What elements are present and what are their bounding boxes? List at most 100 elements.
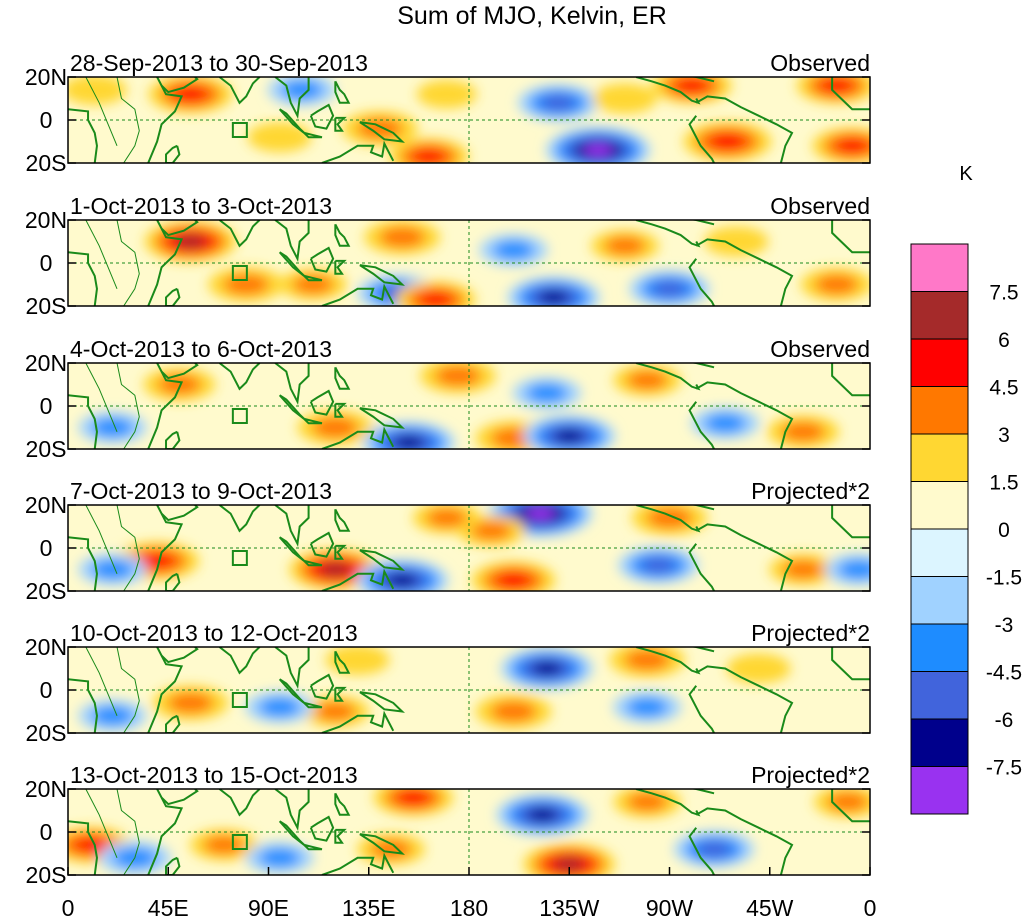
anomaly-contour [584, 143, 613, 157]
panel-6: 20N 0 20S 13-Oct-2013 to 15-Oct-2013 Project… [25, 762, 871, 888]
colorbar-tick-label: -1.5 [986, 567, 1022, 590]
colorbar-swatch [910, 291, 969, 340]
panel-label: Observed [770, 193, 870, 219]
y-tick-label: 20S [26, 862, 67, 888]
anomaly-contour [247, 122, 312, 153]
anomaly-contour [416, 80, 477, 109]
panel-label: Projected*2 [751, 478, 870, 504]
y-tick-label: 20S [26, 720, 67, 746]
coastlines [68, 77, 870, 163]
colorbar-swatch [910, 766, 969, 815]
colorbar-unit-label: K [959, 163, 973, 185]
y-tick-label: 0 [40, 393, 53, 419]
anomaly-contour [838, 560, 870, 579]
anomaly-contour [92, 560, 133, 579]
y-tick-label: 20N [25, 492, 67, 518]
anomaly-contour [726, 653, 791, 684]
colorbar-swatch [910, 243, 969, 292]
anomaly-contour [320, 562, 351, 577]
anomaly-contour [259, 848, 301, 868]
y-tick-label: 0 [40, 107, 53, 133]
reference-box [231, 692, 248, 708]
x-tick-label: 45W [746, 895, 794, 921]
anomaly-contour [490, 701, 537, 722]
anomaly-contour [68, 77, 127, 105]
colorbar-swatch [910, 671, 969, 720]
anomaly-contour [626, 370, 668, 390]
panel-date-range: 1-Oct-2013 to 3-Oct-2013 [70, 193, 332, 219]
x-tick-label: 0 [864, 895, 877, 921]
anomaly-contour [312, 417, 359, 438]
anomaly-contour [292, 275, 334, 294]
colorbar-swatch [910, 481, 969, 530]
anomaly-contour [624, 649, 671, 671]
anomaly-contour [435, 365, 481, 387]
x-tick-label: 180 [450, 895, 488, 921]
anomaly-contour [92, 418, 133, 437]
panel-label: Projected*2 [751, 762, 870, 788]
anomaly-contour [73, 837, 108, 853]
anomaly-contour [495, 572, 532, 589]
anomaly-contour [493, 240, 534, 260]
colorbar-tick-label: 7.5 [989, 282, 1018, 305]
panel-label: Observed [770, 336, 870, 362]
panel-field [68, 220, 870, 306]
panel-date-range: 28-Sep-2013 to 30-Sep-2013 [70, 50, 368, 76]
anomaly-contour [167, 692, 214, 714]
anomaly-contour [393, 435, 425, 449]
anomaly-contour [203, 835, 245, 855]
y-tick-label: 20N [25, 64, 67, 90]
anomaly-contour [418, 291, 453, 306]
y-tick-label: 20N [25, 350, 67, 376]
colorbar-tick-label: 6 [998, 329, 1010, 352]
anomaly-contour [696, 841, 732, 857]
x-tick-label: 45E [148, 895, 189, 921]
x-tick-label: 0 [62, 895, 75, 921]
y-tick-label: 20N [25, 634, 67, 660]
anomaly-contour [426, 508, 468, 528]
anomaly-contour [281, 80, 323, 100]
coastlines [68, 789, 870, 875]
anomaly-contour [470, 521, 512, 541]
anomaly-contour [641, 557, 676, 573]
anomaly-contour [531, 661, 563, 676]
colorbar-tick-label: -4.5 [986, 662, 1022, 685]
reference-box [231, 408, 248, 424]
coastlines [68, 363, 870, 449]
y-tick-label: 0 [40, 535, 53, 561]
x-tick-label: 90W [646, 895, 694, 921]
colorbar-tick-label: 4.5 [989, 377, 1018, 400]
anomaly-contour [553, 429, 585, 443]
colorbar-swatch [910, 338, 969, 387]
panel-date-range: 4-Oct-2013 to 6-Oct-2013 [70, 336, 332, 362]
panel-field [68, 505, 870, 591]
anomaly-contour [396, 789, 431, 806]
anomaly-contour [526, 507, 555, 520]
anomaly-contour [652, 281, 687, 297]
anomaly-contour [175, 234, 206, 249]
anomaly-contour [835, 138, 870, 154]
y-tick-label: 20S [26, 293, 67, 319]
panel-date-range: 7-Oct-2013 to 9-Oct-2013 [70, 478, 332, 504]
anomaly-contour [819, 77, 854, 94]
panel-field [68, 789, 870, 875]
colorbar-swatch [910, 433, 969, 482]
coastlines [68, 505, 870, 591]
chart-title: Sum of MJO, Kelvin, ER [397, 2, 667, 30]
anomaly-contour [526, 383, 568, 403]
anomaly-contour [708, 133, 747, 150]
anomaly-contour [553, 857, 585, 872]
anomaly-contour [704, 226, 769, 257]
anomaly-contour [157, 374, 201, 395]
anomaly-contour [379, 226, 425, 248]
colorbar-tick-label: 3 [998, 424, 1010, 447]
anomaly-contour [540, 95, 576, 111]
panel-1: 20N 0 20S 28-Sep-2013 to 30-Sep-2013 Observe… [25, 50, 871, 176]
y-tick-label: 20S [26, 150, 67, 176]
colorbar-tick-label: 0 [998, 519, 1010, 542]
x-tick-label: 135W [539, 895, 599, 921]
reference-box [231, 122, 248, 138]
panel-4: 20N 0 20S 7-Oct-2013 to 9-Oct-2013 Projected… [25, 478, 871, 604]
y-tick-label: 0 [40, 819, 53, 845]
